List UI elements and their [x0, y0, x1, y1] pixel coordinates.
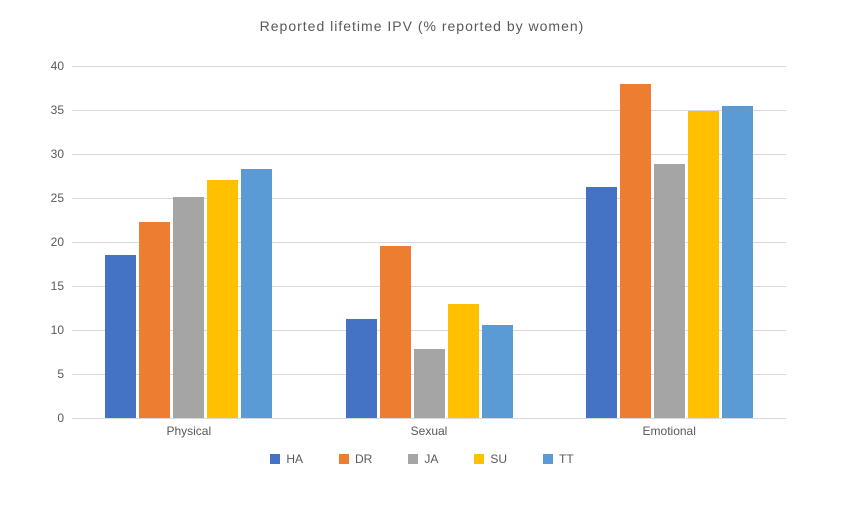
legend-item: SU [474, 452, 507, 466]
legend-item: JA [408, 452, 438, 466]
legend-swatch [543, 454, 553, 464]
legend-label: HA [286, 452, 303, 466]
bar [722, 106, 753, 418]
bar [414, 349, 445, 418]
y-tick-label: 30 [51, 147, 72, 161]
category-label: Physical [166, 418, 211, 438]
bar [688, 111, 719, 418]
chart-container: Reported lifetime IPV (% reported by wom… [0, 0, 844, 507]
category-label: Emotional [643, 418, 696, 438]
gridline [72, 154, 786, 155]
y-tick-label: 20 [51, 235, 72, 249]
y-tick-label: 40 [51, 59, 72, 73]
legend-swatch [408, 454, 418, 464]
bar [586, 187, 617, 418]
y-tick-label: 35 [51, 103, 72, 117]
legend-label: JA [424, 452, 438, 466]
plot-area: 0510152025303540PhysicalSexualEmotional [72, 66, 786, 418]
bar [173, 197, 204, 418]
bar [139, 222, 170, 418]
bar [105, 255, 136, 418]
bar [620, 84, 651, 418]
gridline [72, 66, 786, 67]
bar [448, 304, 479, 418]
category-label: Sexual [411, 418, 448, 438]
gridline [72, 110, 786, 111]
legend-swatch [474, 454, 484, 464]
legend-item: TT [543, 452, 574, 466]
bar [346, 319, 377, 418]
legend-label: DR [355, 452, 372, 466]
bar [241, 169, 272, 418]
bar [207, 180, 238, 418]
y-tick-label: 0 [57, 411, 72, 425]
legend-item: HA [270, 452, 303, 466]
legend-swatch [339, 454, 349, 464]
chart-legend: HA DR JA SU TT [0, 452, 844, 466]
y-tick-label: 10 [51, 323, 72, 337]
chart-title: Reported lifetime IPV (% reported by wom… [0, 18, 844, 34]
bar [482, 325, 513, 418]
legend-label: TT [559, 452, 574, 466]
bar [654, 164, 685, 418]
legend-label: SU [490, 452, 507, 466]
y-tick-label: 15 [51, 279, 72, 293]
y-tick-label: 5 [57, 367, 72, 381]
bar [380, 246, 411, 418]
y-tick-label: 25 [51, 191, 72, 205]
legend-item: DR [339, 452, 372, 466]
legend-swatch [270, 454, 280, 464]
